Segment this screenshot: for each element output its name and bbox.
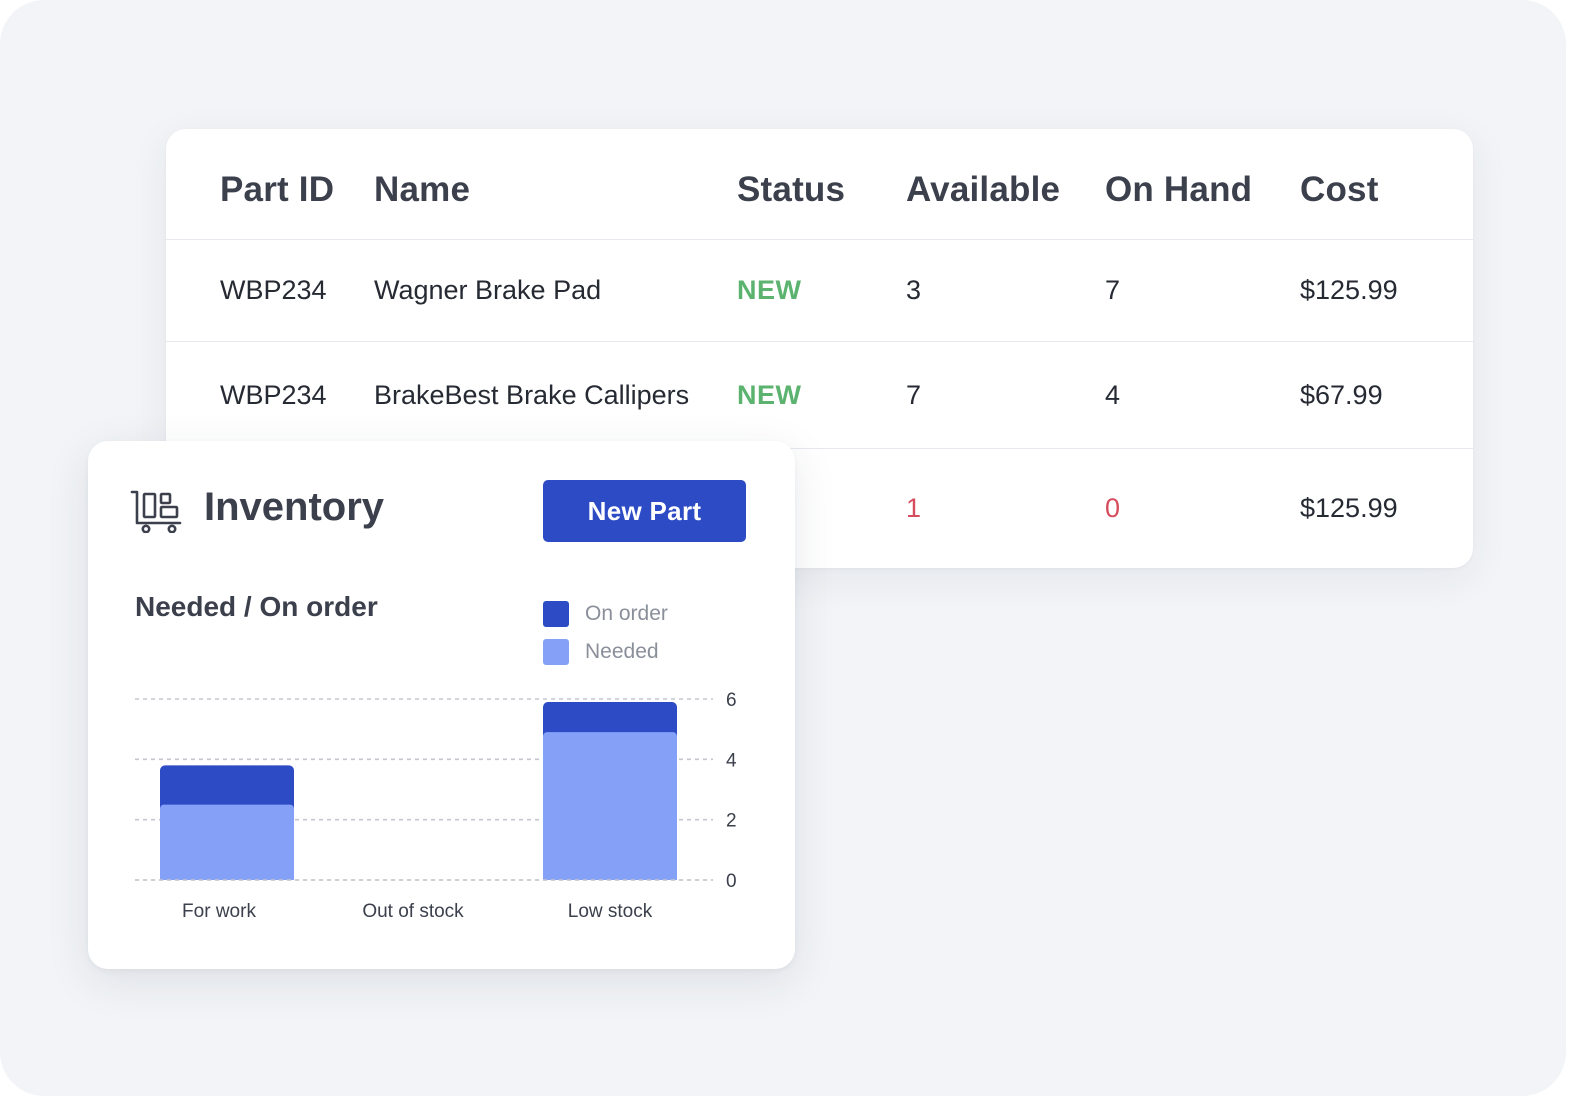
status-badge: NEW bbox=[737, 379, 802, 410]
column-header-available[interactable]: Available bbox=[906, 170, 1061, 209]
on-hand-cell: 7 bbox=[1105, 275, 1121, 305]
new-part-button[interactable]: New Part bbox=[543, 480, 746, 542]
cart-icon bbox=[130, 490, 182, 533]
y-tick-label: 0 bbox=[726, 871, 737, 892]
y-tick-label: 4 bbox=[726, 750, 737, 771]
legend-label: Needed bbox=[585, 640, 659, 663]
table-row[interactable]: 1 0 $125.99 bbox=[166, 449, 1473, 568]
x-category-label: Low stock bbox=[568, 901, 653, 922]
bar-needed-fill bbox=[160, 810, 294, 880]
part-id-cell: WBP234 bbox=[220, 275, 327, 305]
table-header-row: Part ID Name Status Available On Hand Co… bbox=[166, 129, 1473, 240]
column-header-status[interactable]: Status bbox=[737, 170, 846, 209]
bar-needed-fill bbox=[543, 738, 677, 880]
legend-item-on-order: On order bbox=[543, 595, 668, 633]
table-row[interactable]: WBP234 Wagner Brake Pad NEW 3 7 $125.99 bbox=[166, 240, 1473, 342]
column-header-name[interactable]: Name bbox=[374, 170, 471, 209]
status-badge: NEW bbox=[737, 275, 802, 305]
chart-legend: On order Needed bbox=[543, 595, 668, 671]
cost-cell: $125.99 bbox=[1300, 275, 1398, 305]
part-name-cell: BrakeBest Brake Callipers bbox=[374, 379, 690, 410]
legend-label: On order bbox=[585, 602, 668, 625]
chart-title: Needed / On order bbox=[135, 591, 378, 622]
available-cell: 1 bbox=[906, 493, 922, 523]
column-header-cost[interactable]: Cost bbox=[1300, 170, 1379, 209]
column-header-on-hand[interactable]: On Hand bbox=[1105, 170, 1253, 209]
cost-cell: $67.99 bbox=[1300, 379, 1383, 410]
column-header-part-id[interactable]: Part ID bbox=[220, 170, 335, 209]
x-category-label: Out of stock bbox=[362, 901, 464, 922]
part-id-cell: WBP234 bbox=[220, 379, 327, 410]
legend-swatch-on-order bbox=[543, 601, 569, 627]
x-category-label: For work bbox=[182, 901, 256, 922]
y-tick-label: 6 bbox=[726, 690, 737, 711]
stacked-bar-chart: 0 2 4 6 For work Out of stock Low stock bbox=[135, 690, 737, 922]
part-name-cell: Wagner Brake Pad bbox=[374, 275, 602, 305]
cost-cell: $125.99 bbox=[1300, 493, 1398, 523]
inventory-card: Inventory New Part Needed / On order On … bbox=[88, 441, 795, 969]
available-cell: 7 bbox=[906, 379, 922, 410]
table-row[interactable]: WBP234 BrakeBest Brake Callipers NEW 7 4… bbox=[166, 342, 1473, 449]
available-cell: 3 bbox=[906, 275, 922, 305]
on-hand-cell: 4 bbox=[1105, 379, 1121, 410]
legend-item-needed: Needed bbox=[543, 633, 668, 671]
on-hand-cell: 0 bbox=[1105, 493, 1121, 523]
y-tick-label: 2 bbox=[726, 811, 737, 832]
inventory-title: Inventory bbox=[204, 485, 385, 529]
legend-swatch-needed bbox=[543, 639, 569, 665]
